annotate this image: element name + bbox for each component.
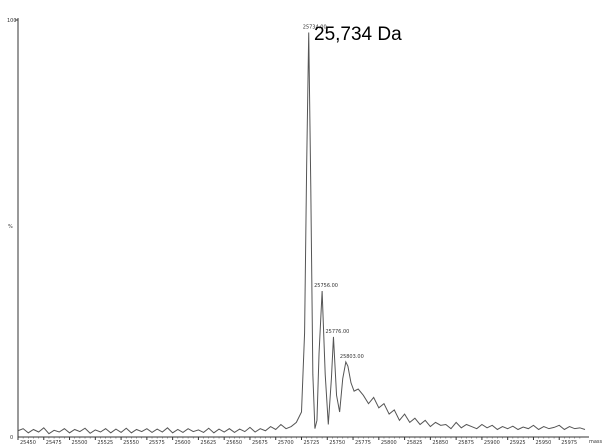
x-tick-label-13: 25775 xyxy=(355,440,371,446)
x-tick-label-11: 25725 xyxy=(304,440,320,446)
x-tick-label-4: 25550 xyxy=(123,440,139,446)
spectrum-line xyxy=(17,32,586,435)
x-tick-label-1: 25475 xyxy=(46,440,62,446)
peak-label-3: 25803.00 xyxy=(340,354,364,360)
x-tick-label-2: 25500 xyxy=(72,440,88,446)
x-tick-label-19: 25925 xyxy=(510,440,526,446)
x-tick-label-17: 25875 xyxy=(458,440,474,446)
x-tick-label-20: 25950 xyxy=(535,440,551,446)
x-tick-label-7: 25625 xyxy=(200,440,216,446)
x-tick-label-8: 25650 xyxy=(226,440,242,446)
x-tick-label-3: 25525 xyxy=(97,440,113,446)
x-tick-label-10: 25700 xyxy=(278,440,294,446)
y-axis-label: % xyxy=(8,224,13,230)
x-tick-label-12: 25750 xyxy=(329,440,345,446)
peak-labels: 25734.00 25756.00 25776.00 25803.00 xyxy=(303,25,364,360)
peak-label-1: 25756.00 xyxy=(314,283,338,289)
x-tick-label-14: 25800 xyxy=(381,440,397,446)
x-tick-label-5: 25575 xyxy=(149,440,165,446)
x-ticks: 25450 25475 25500 25525 25550 25575 25600 25625… xyxy=(17,437,581,446)
x-tick-label-21: 25975 xyxy=(561,440,577,446)
peak-label-0: 25734.00 xyxy=(303,25,327,31)
y-tick-label-bottom: 0 xyxy=(10,435,13,441)
x-tick-label-0: 25450 xyxy=(20,440,36,446)
peak-label-2: 25776.00 xyxy=(325,329,349,335)
mass-annotation: 25,734 Da xyxy=(314,24,402,45)
x-tick-label-15: 25825 xyxy=(407,440,423,446)
x-tick-label-9: 25675 xyxy=(252,440,268,446)
x-tick-label-18: 25900 xyxy=(484,440,500,446)
y-tick-label-top: 100 xyxy=(7,18,17,24)
chart-axes: 100 0 % mass xyxy=(7,18,603,445)
x-axis-unit-label: mass xyxy=(589,439,603,445)
x-tick-label-16: 25850 xyxy=(432,440,448,446)
x-tick-label-6: 25600 xyxy=(175,440,191,446)
